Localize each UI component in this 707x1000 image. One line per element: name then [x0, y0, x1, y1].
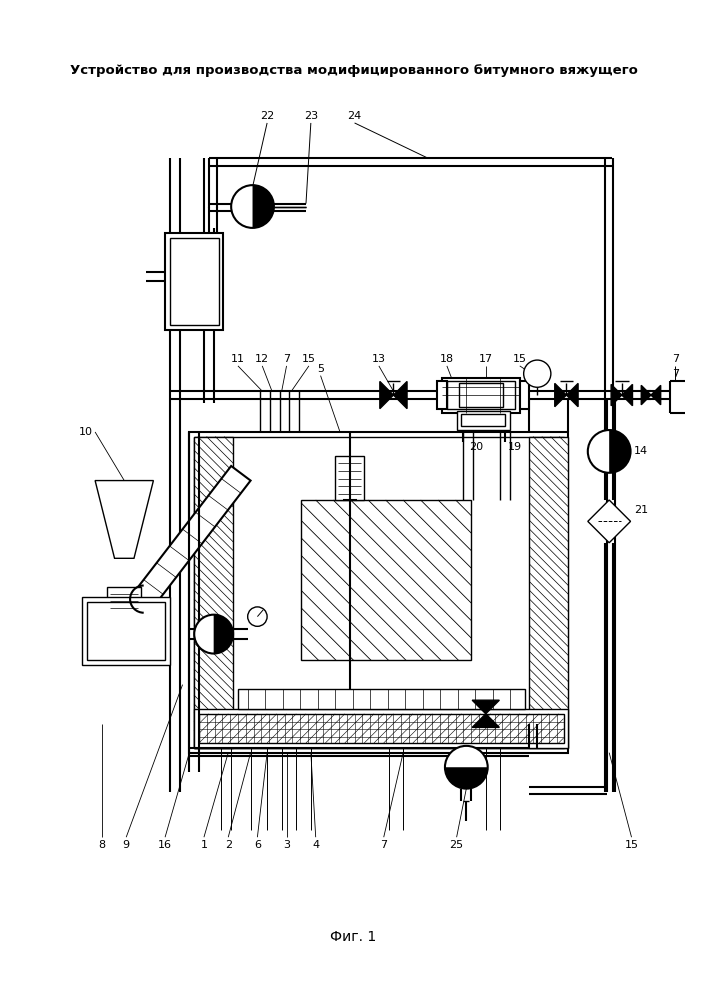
Text: 3: 3: [283, 840, 290, 850]
Bar: [194, 709, 568, 748]
Bar: [520, 381, 530, 409]
Text: 19: 19: [508, 442, 522, 452]
Text: 9: 9: [122, 840, 130, 850]
Polygon shape: [611, 384, 622, 406]
Text: 4: 4: [312, 840, 320, 850]
Text: 15: 15: [624, 840, 638, 850]
Text: 7: 7: [672, 369, 679, 379]
Bar: [194, 437, 233, 748]
Bar: [335, 456, 364, 500]
Text: 2: 2: [225, 840, 232, 850]
Text: 7: 7: [380, 840, 387, 850]
Bar: [442, 378, 520, 413]
Text: 21: 21: [634, 505, 648, 515]
Text: 7: 7: [672, 354, 679, 364]
Polygon shape: [134, 466, 250, 607]
Circle shape: [524, 360, 551, 387]
Text: 14: 14: [634, 446, 648, 456]
Text: 20: 20: [469, 442, 483, 452]
Text: 18: 18: [440, 354, 454, 364]
Text: 15: 15: [513, 354, 527, 364]
Bar: [199, 714, 563, 743]
Bar: [530, 437, 568, 748]
Text: 12: 12: [255, 354, 269, 364]
Text: 10: 10: [78, 427, 93, 437]
Circle shape: [194, 615, 233, 654]
Polygon shape: [566, 383, 578, 407]
Text: 16: 16: [158, 840, 172, 850]
Bar: [107, 587, 141, 615]
Text: Фиг. 1: Фиг. 1: [330, 930, 377, 944]
Wedge shape: [214, 615, 233, 654]
Polygon shape: [95, 481, 153, 558]
Wedge shape: [445, 767, 488, 789]
Text: 15: 15: [302, 354, 316, 364]
Bar: [301, 500, 471, 660]
Text: 22: 22: [260, 111, 274, 121]
Bar: [459, 383, 503, 407]
Bar: [457, 411, 510, 430]
Circle shape: [588, 430, 631, 473]
Bar: [194, 437, 563, 748]
Bar: [462, 414, 506, 426]
Text: 7: 7: [283, 354, 290, 364]
Polygon shape: [472, 700, 499, 714]
Polygon shape: [641, 385, 651, 405]
Text: 13: 13: [372, 354, 386, 364]
Polygon shape: [651, 385, 660, 405]
Polygon shape: [472, 714, 499, 727]
Bar: [88, 602, 165, 660]
Circle shape: [247, 607, 267, 626]
Bar: [170, 238, 218, 325]
Polygon shape: [588, 500, 631, 543]
Bar: [447, 381, 515, 409]
Bar: [165, 233, 223, 330]
Bar: [238, 689, 525, 709]
Polygon shape: [622, 384, 633, 406]
Bar: [83, 597, 170, 665]
Bar: [194, 437, 233, 748]
Text: Устройство для производства модифицированного битумного вяжущего: Устройство для производства модифицирова…: [70, 64, 638, 77]
Text: 25: 25: [450, 840, 464, 850]
Wedge shape: [609, 430, 631, 473]
Circle shape: [445, 746, 488, 789]
Polygon shape: [555, 383, 566, 407]
Text: 24: 24: [347, 111, 362, 121]
Text: 11: 11: [231, 354, 245, 364]
Text: 5: 5: [317, 364, 324, 374]
Text: 1: 1: [201, 840, 207, 850]
Text: 17: 17: [479, 354, 493, 364]
Bar: [530, 437, 568, 748]
Wedge shape: [252, 185, 274, 228]
Text: 23: 23: [304, 111, 318, 121]
Polygon shape: [393, 381, 407, 409]
Text: 8: 8: [98, 840, 105, 850]
Circle shape: [231, 185, 274, 228]
Text: PI: PI: [534, 369, 541, 378]
Text: 6: 6: [254, 840, 261, 850]
Polygon shape: [380, 381, 393, 409]
Bar: [437, 381, 447, 409]
Bar: [189, 432, 568, 753]
